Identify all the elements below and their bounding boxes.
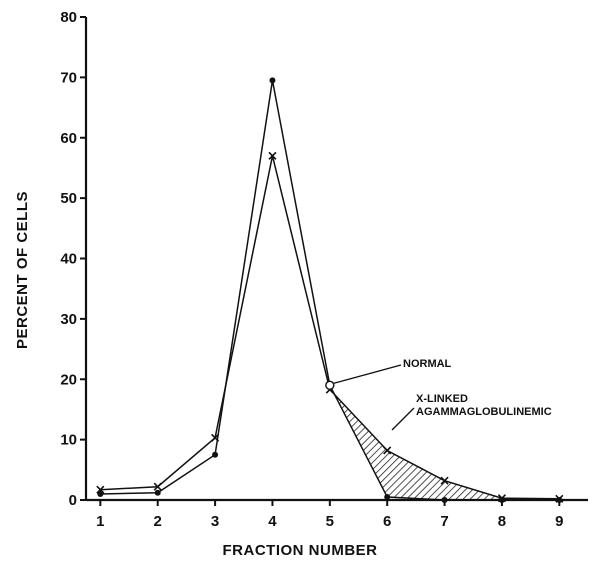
y-tick-label: 20 [60,371,77,388]
x-tick-label: 6 [383,513,391,530]
y-tick-label: 0 [69,492,77,509]
data-point-xlinked [497,494,507,503]
hatched-difference-area [329,385,560,500]
x-tick-label: 3 [211,513,219,530]
x-marker-stroke [497,494,507,503]
normal-pointer-line [333,364,402,384]
x-marker-stroke [440,476,449,485]
x-tick-label: 7 [440,513,448,530]
data-point-normal [269,77,276,84]
series-group [96,77,564,503]
series-line-1 [100,80,560,501]
data-point-xlinked [96,485,105,494]
normal-label: NORMAL [403,358,452,370]
xlinked-label-line1: X-LINKED [416,393,468,405]
y-axis-title: PERCENT OF CELLS [14,191,31,349]
data-point-xlinked [153,482,162,491]
x-tick-label: 4 [268,513,277,530]
x-tick-label: 2 [154,513,162,530]
x-marker-stroke [268,151,277,160]
x-marker-stroke [383,446,392,455]
x-tick-label: 8 [498,513,506,530]
x-tick-label: 1 [96,513,104,530]
y-tick-label: 30 [60,311,77,328]
y-tick-label: 40 [60,251,77,268]
xlinked-label-line2: AGAMMAGLOBULINEMIC [416,406,552,418]
data-point-normal [97,490,104,497]
data-point-normal [384,493,391,500]
x-axis-title: FRACTION NUMBER [223,542,378,559]
data-point-xlinked [555,494,564,503]
y-tick-label: 10 [60,432,77,449]
x-marker-stroke [153,482,162,491]
highlight-point [325,380,335,390]
y-tick-label: 80 [60,9,77,26]
x-marker-stroke [211,433,220,442]
series-line-2 [100,155,560,500]
x-marker-stroke [555,494,564,503]
data-point-normal [212,451,219,458]
axes [80,16,588,506]
data-point-normal [154,489,161,496]
xlinked-pointer-line [391,407,415,431]
y-tick-label: 70 [60,69,77,86]
data-point-xlinked [440,476,449,485]
labels: 0 10 20 30 40 50 60 70 80 1 2 3 4 5 6 7 8 9 [60,9,563,530]
data-point-normal [441,497,448,503]
x-tick-label: 5 [326,513,334,530]
x-marker-stroke [96,485,105,494]
y-tick-label: 50 [60,190,77,207]
y-tick-label: 60 [60,130,77,147]
data-point-xlinked [211,433,220,442]
x-tick-label: 9 [555,513,563,530]
data-point-xlinked [268,151,277,160]
data-point-xlinked [383,446,392,455]
